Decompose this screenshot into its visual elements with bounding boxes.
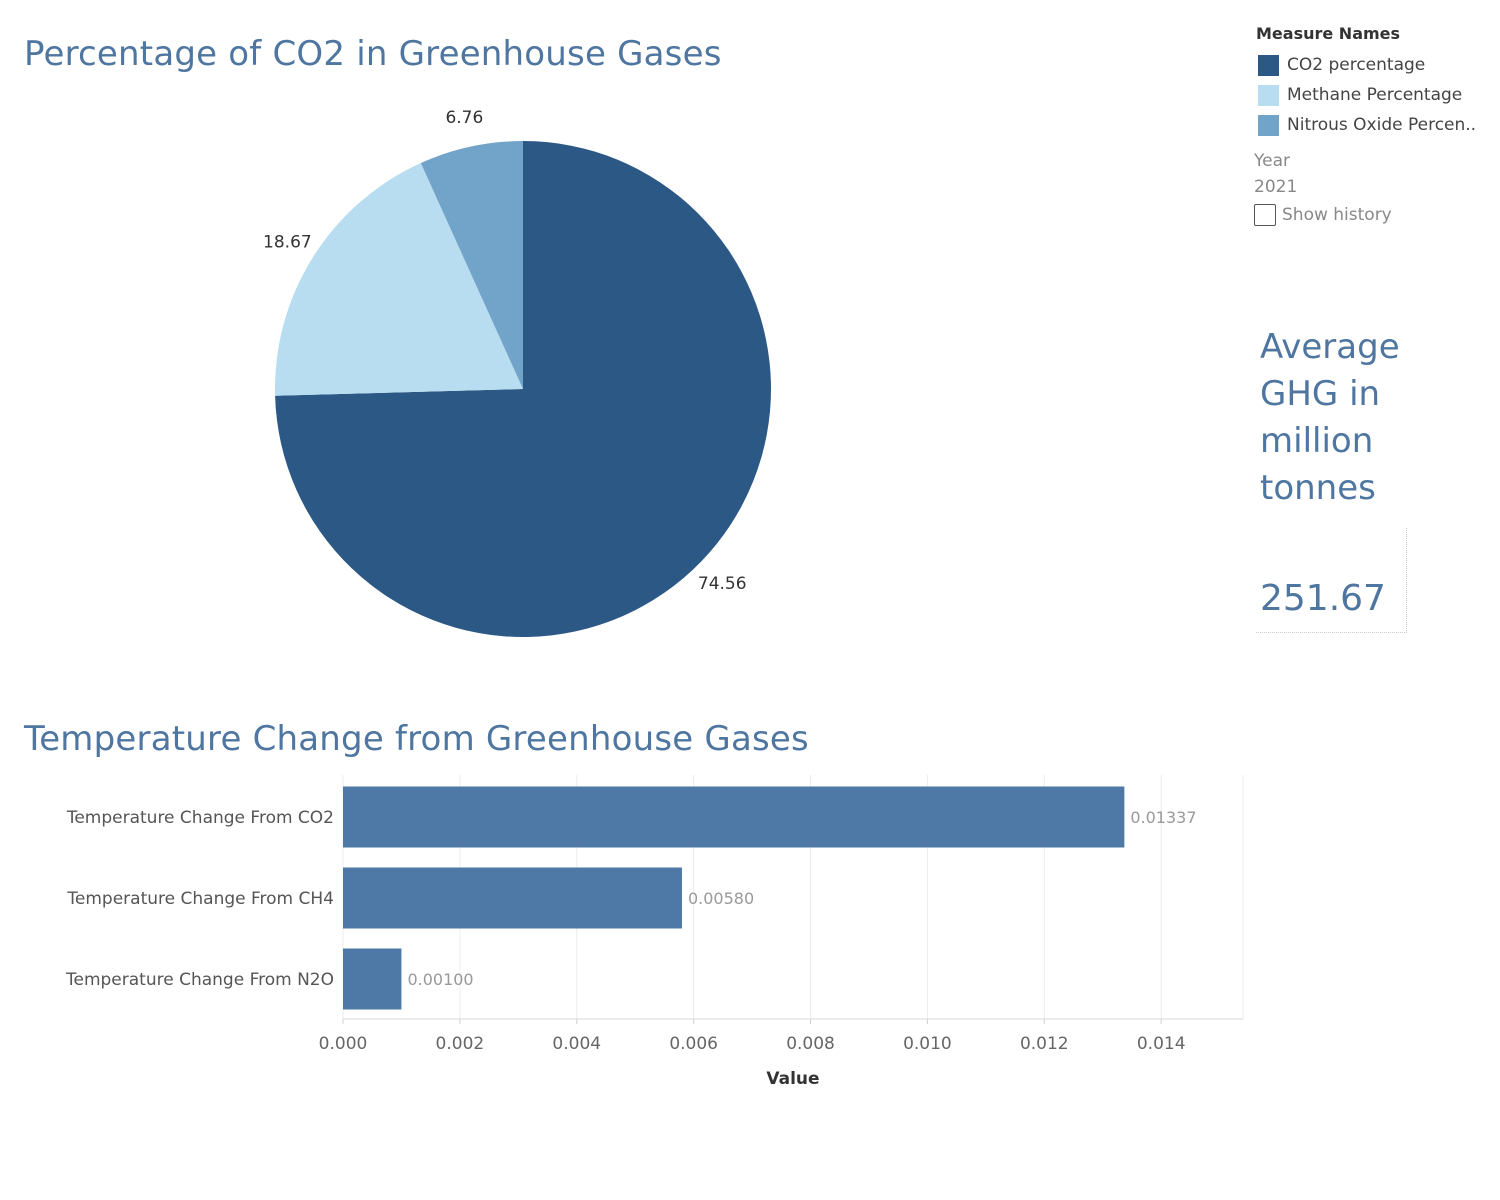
x-tick-label: 0.010 bbox=[903, 1034, 952, 1054]
year-filter: Year 2021 Show history bbox=[1254, 150, 1494, 226]
pie-label-nitrous-oxide: 6.76 bbox=[445, 108, 483, 128]
legend-label-methane: Methane Percentage bbox=[1287, 85, 1463, 105]
kpi-box bbox=[1256, 528, 1407, 633]
legend-title: Measure Names bbox=[1256, 24, 1401, 43]
bar-ch4[interactable] bbox=[343, 867, 682, 929]
x-tick-label: 0.012 bbox=[1020, 1034, 1069, 1054]
legend-item-co2[interactable]: CO2 percentage bbox=[1256, 50, 1496, 80]
category-label-ch4: Temperature Change From CH4 bbox=[66, 889, 334, 909]
legend-swatch-co2 bbox=[1258, 54, 1279, 76]
x-tick-label: 0.014 bbox=[1137, 1034, 1186, 1054]
x-tick-label: 0.002 bbox=[436, 1034, 485, 1054]
bar-chart-title: Temperature Change from Greenhouse Gases bbox=[24, 719, 809, 759]
bar-n2o[interactable] bbox=[343, 948, 402, 1010]
kpi-value: 251.67 bbox=[1260, 578, 1386, 619]
value-label-n2o: 0.00100 bbox=[407, 970, 473, 989]
legend-label-co2: CO2 percentage bbox=[1287, 55, 1426, 75]
bar-chart: 0.000 0.002 0.004 0.006 0.008 0.010 0.012 0.014… bbox=[65, 775, 1244, 1089]
category-label-co2: Temperature Change From CO2 bbox=[66, 808, 334, 828]
show-history-toggle[interactable]: Show history bbox=[1254, 204, 1494, 226]
bar-co2[interactable] bbox=[343, 786, 1125, 848]
pie-slice-methane[interactable] bbox=[275, 163, 523, 396]
legend-swatch-nitrous-oxide bbox=[1258, 114, 1279, 136]
x-tick-label: 0.000 bbox=[319, 1034, 368, 1054]
legend: Measure Names CO2 percentage Methane Per… bbox=[1256, 24, 1496, 140]
legend-swatch-methane bbox=[1258, 84, 1279, 106]
pie-slice-co2[interactable] bbox=[275, 141, 771, 637]
kpi-title: Average GHG in million tonnes bbox=[1260, 327, 1400, 508]
x-tick-label: 0.008 bbox=[786, 1034, 835, 1054]
year-value[interactable]: 2021 bbox=[1254, 177, 1298, 197]
category-label-n2o: Temperature Change From N2O bbox=[65, 970, 334, 990]
show-history-label: Show history bbox=[1282, 205, 1392, 225]
x-tick-label: 0.006 bbox=[669, 1034, 718, 1054]
x-axis-title: Value bbox=[766, 1069, 819, 1089]
show-history-checkbox[interactable] bbox=[1254, 204, 1276, 226]
pie-label-methane: 18.67 bbox=[263, 232, 312, 252]
year-label: Year bbox=[1254, 151, 1290, 171]
x-tick-label: 0.004 bbox=[552, 1034, 601, 1054]
pie-chart-title: Percentage of CO2 in Greenhouse Gases bbox=[24, 34, 722, 74]
value-label-co2: 0.01337 bbox=[1130, 808, 1196, 827]
value-label-ch4: 0.00580 bbox=[688, 889, 754, 908]
legend-label-nitrous-oxide: Nitrous Oxide Percen.. bbox=[1287, 115, 1477, 135]
legend-item-nitrous-oxide[interactable]: Nitrous Oxide Percen.. bbox=[1256, 110, 1496, 140]
pie-label-co2: 74.56 bbox=[698, 574, 747, 594]
pie-chart: 74.56 18.67 6.76 bbox=[263, 108, 771, 637]
legend-item-methane[interactable]: Methane Percentage bbox=[1256, 80, 1496, 110]
pie-slice-nitrous-oxide[interactable] bbox=[420, 141, 523, 389]
